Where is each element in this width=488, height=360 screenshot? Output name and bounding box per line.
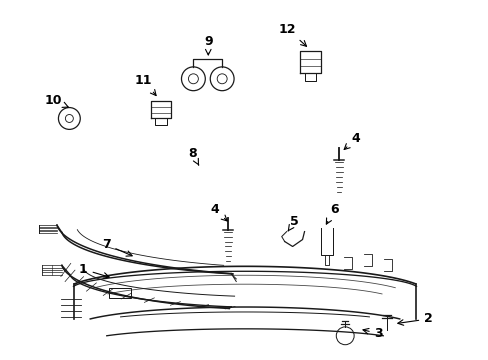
Text: 10: 10 <box>44 94 68 107</box>
Text: 7: 7 <box>102 238 132 256</box>
Text: 2: 2 <box>397 312 432 325</box>
Text: 4: 4 <box>344 132 360 149</box>
Text: 4: 4 <box>210 203 227 221</box>
Text: 12: 12 <box>278 23 306 46</box>
Text: 8: 8 <box>188 147 198 165</box>
Text: 6: 6 <box>325 203 338 224</box>
Text: 3: 3 <box>362 327 383 340</box>
Text: 5: 5 <box>287 215 298 231</box>
Text: 1: 1 <box>79 263 109 278</box>
Text: 9: 9 <box>203 35 212 55</box>
Text: 11: 11 <box>135 74 156 95</box>
